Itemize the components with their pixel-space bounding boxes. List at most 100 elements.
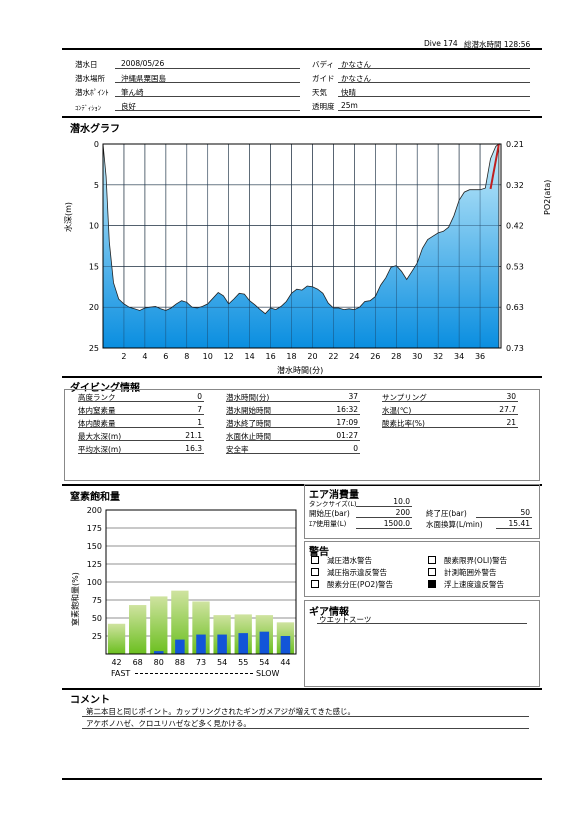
comment-title: コメント: [70, 695, 110, 706]
nitrogen-tick-label: 175: [87, 524, 102, 533]
time-tick-label: 12: [224, 352, 234, 361]
slow-label: SLOW: [256, 669, 280, 678]
comment-line-2: アケボノハゼ、クロユリハゼなど多く見かける。: [86, 719, 251, 728]
diving-info-value: 37: [348, 392, 358, 401]
tank-value: 10.0: [393, 497, 410, 506]
time-tick-label: 2: [121, 352, 126, 361]
guide-value: かなさん: [341, 74, 371, 83]
po2-tick-label: 0.73: [506, 344, 524, 353]
time-tick-label: 16: [265, 352, 275, 361]
diving-info-value: 0: [353, 444, 358, 453]
nitrogen-tick-label: 150: [87, 542, 102, 551]
compartment-label: 80: [154, 658, 164, 667]
warning-checkbox[interactable]: [311, 580, 319, 588]
po2-tick-label: 0.32: [506, 181, 524, 190]
visibility-value: 25m: [341, 101, 358, 110]
weather-label: 天気: [312, 88, 327, 97]
surface-rate-label: 水面換算(L/min): [426, 520, 483, 529]
diving-info-value: 1: [197, 418, 202, 427]
time-tick-label: 26: [370, 352, 380, 361]
diving-info-label: 潜水終了時間: [226, 419, 271, 428]
diving-info-value: 17:09: [336, 418, 358, 427]
warning-label: 酸素分圧(PO2)警告: [327, 580, 394, 589]
buddy-label: バディ: [312, 60, 334, 69]
compartment-label: 88: [175, 658, 185, 667]
depth-tick-label: 5: [94, 181, 99, 190]
diving-info-label: 体内酸素量: [78, 419, 116, 428]
diving-info-label: 高度ランク: [78, 393, 116, 402]
compartment-label: 68: [133, 658, 143, 667]
po2-tick-label: 0.42: [506, 222, 524, 231]
time-tick-label: 28: [391, 352, 401, 361]
diving-info-value: 16.3: [185, 444, 202, 453]
compartment-label: 54: [259, 658, 269, 667]
diving-info-label: 最大水深(m): [78, 432, 122, 441]
warning-checkbox[interactable]: [311, 556, 319, 564]
time-tick-label: 20: [307, 352, 317, 361]
tissue-bar: [259, 631, 270, 654]
depth-area: [102, 143, 500, 349]
gear-title: ギア情報: [309, 607, 349, 618]
diving-info-value: 0: [197, 392, 202, 401]
po2-tick-label: 0.21: [506, 140, 524, 149]
tissue-bar: [175, 639, 185, 654]
warning-checkbox[interactable]: [428, 568, 436, 576]
warning-label: 減圧指示違反警告: [327, 568, 387, 577]
tissue-bar: [238, 633, 248, 654]
po2-tick-label: 0.53: [506, 262, 524, 271]
weather-value: 快晴: [341, 88, 356, 97]
nitrogen-bar-chart: 25 50 75 100 125 150 175 200 42 68 80 88 73 54 55 54 44: [87, 506, 297, 667]
diving-info-value: 16:32: [336, 405, 358, 414]
compartment-label: 42: [111, 658, 121, 667]
nitrogen-tick-label: 25: [92, 632, 102, 641]
time-tick-label: 4: [142, 352, 147, 361]
time-tick-label: 22: [328, 352, 338, 361]
nitrogen-bar: [171, 590, 189, 654]
compartment-label: 55: [238, 658, 248, 667]
air-used-value: 1500.0: [383, 519, 410, 528]
po2-line: [489, 143, 500, 190]
diving-info-label: サンプリング: [382, 393, 427, 402]
buddy-value: かなさん: [341, 60, 371, 69]
po2-axis-label: PO2(ata): [543, 179, 552, 215]
guide-label: ガイド: [312, 74, 335, 83]
diving-info-label: 体内窒素量: [78, 406, 116, 415]
warning-checkbox[interactable]: [428, 556, 436, 564]
diving-info-label: 安全率: [226, 445, 249, 454]
diving-info-label: 酸素比率(%): [382, 419, 425, 428]
diving-info-title: ダイビング情報: [70, 383, 140, 394]
warnings-title: 警告: [309, 547, 329, 558]
time-tick-label: 32: [433, 352, 443, 361]
condition-label: ｺﾝﾃﾞｨｼｮﾝ: [75, 104, 101, 112]
date-label: 潜水日: [75, 60, 98, 69]
warning-label: 酸素限界(OLI)警告: [444, 556, 508, 565]
warning-label: 浮上速度違反警告: [444, 580, 504, 589]
diving-info-label: 潜水時間(分): [226, 393, 270, 402]
start-pressure-value: 200: [395, 508, 410, 517]
compartment-label: 44: [280, 658, 290, 667]
time-tick-label: 36: [475, 352, 485, 361]
nitrogen-axis-label: 窒素飽和量(%): [71, 572, 80, 626]
warning-checkbox[interactable]: [428, 580, 436, 588]
nitrogen-bar: [107, 623, 126, 654]
condition-value: 良好: [121, 102, 136, 111]
header-total-time: 総潜水時間 128:56: [464, 40, 531, 49]
diving-info-value: 01:27: [336, 431, 358, 440]
warning-label: 計測範囲外警告: [444, 568, 497, 577]
diving-info-value: 30: [506, 392, 516, 401]
time-tick-label: 18: [286, 352, 296, 361]
fast-label: FAST: [111, 669, 131, 678]
header-dive-number: Dive 174: [424, 39, 458, 48]
end-pressure-label: 終了圧(bar): [426, 509, 467, 518]
nitrogen-tick-label: 200: [87, 506, 102, 515]
gear-item: ウエットスーツ: [319, 615, 372, 624]
depth-tick-label: 10: [89, 222, 99, 231]
depth-tick-label: 0: [94, 140, 99, 149]
warning-checkbox[interactable]: [311, 568, 319, 576]
diving-info-value: 21: [506, 418, 516, 427]
time-axis-label: 潜水時間(分): [277, 366, 324, 375]
time-tick-label: 10: [203, 352, 213, 361]
diving-info-label: 平均水深(m): [78, 445, 122, 454]
diving-info-value: 21.1: [185, 431, 202, 440]
